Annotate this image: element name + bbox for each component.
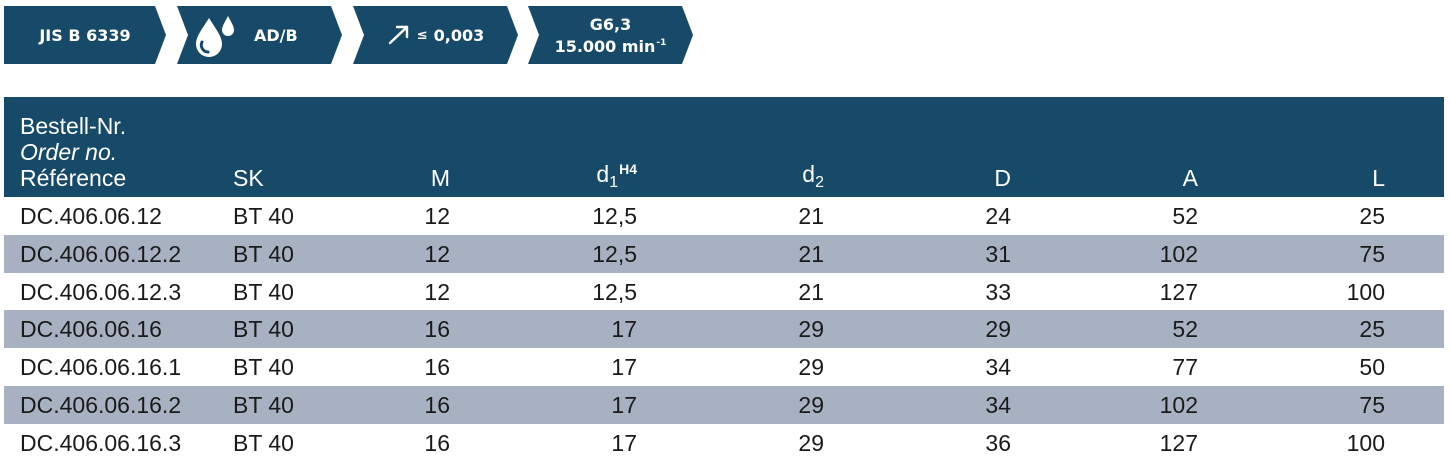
d1-cell: 12,5 xyxy=(592,240,637,267)
standard-badge: JIS B 6339 xyxy=(4,6,166,64)
runout-arrow-icon xyxy=(388,25,408,45)
D-cell: 34 xyxy=(985,391,1011,418)
order-number-cell: DC.406.06.16.2 xyxy=(20,391,182,418)
d2-cell: 29 xyxy=(798,316,824,343)
A-cell: 102 xyxy=(1159,240,1198,267)
table-row: DC.406.06.16.3 BT 40 16 17 29 36 127 100 xyxy=(4,424,1444,462)
runout-badge: ≤ 0,003 xyxy=(353,6,518,64)
A-cell: 77 xyxy=(1172,354,1198,381)
d1-cell: 12,5 xyxy=(592,278,637,305)
sk-header: SK xyxy=(233,165,264,191)
d2-header: d2 xyxy=(802,161,824,191)
m-cell: 12 xyxy=(424,278,450,305)
coolant-badge: AD/B xyxy=(177,6,342,64)
sk-cell: BT 40 xyxy=(233,203,294,229)
d2-cell: 21 xyxy=(798,240,824,267)
order-number-cell: DC.406.06.16.3 xyxy=(20,429,182,456)
A-cell: 102 xyxy=(1159,391,1198,418)
order-table: Bestell-Nr. Order no. Référence SK M d1H… xyxy=(4,97,1444,462)
L-cell: 50 xyxy=(1359,354,1385,381)
sk-cell: BT 40 xyxy=(233,278,294,305)
d1-cell: 17 xyxy=(611,391,637,418)
order-number-cell: DC.406.06.12.2 xyxy=(20,240,182,267)
sk-cell: BT 40 xyxy=(233,391,294,418)
order-number-cell: DC.406.06.16.1 xyxy=(20,354,182,381)
D-cell: 24 xyxy=(985,203,1011,229)
sk-cell: BT 40 xyxy=(233,316,294,343)
m-cell: 12 xyxy=(424,203,450,229)
runout-value: 0,003 xyxy=(433,25,485,45)
L-cell: 100 xyxy=(1346,278,1385,305)
standard-label: JIS B 6339 xyxy=(39,25,131,45)
L-header: L xyxy=(1372,165,1385,191)
d2-cell: 29 xyxy=(798,391,824,418)
m-header: M xyxy=(430,165,450,191)
spec-badges: JIS B 6339 AD/B ≤ 0,003 G6,3 15.000 min-… xyxy=(0,0,720,66)
A-cell: 127 xyxy=(1159,429,1198,456)
m-cell: 12 xyxy=(424,240,450,267)
balance-speed: 15.000 min-1 xyxy=(554,36,667,56)
balance-badge: G6,3 15.000 min-1 xyxy=(528,6,693,64)
coolant-label: AD/B xyxy=(254,25,298,45)
d2-cell: 29 xyxy=(798,429,824,456)
D-header: D xyxy=(994,165,1011,191)
coolant-drops-icon xyxy=(196,16,234,57)
L-cell: 25 xyxy=(1359,203,1385,229)
D-cell: 33 xyxy=(985,278,1011,305)
table-row: DC.406.06.16.1 BT 40 16 17 29 34 77 50 xyxy=(4,348,1444,386)
sk-cell: BT 40 xyxy=(233,429,294,456)
d1-cell: 17 xyxy=(611,429,637,456)
balance-grade: G6,3 xyxy=(589,14,632,34)
d2-cell: 21 xyxy=(798,203,824,229)
D-cell: 29 xyxy=(985,316,1011,343)
sk-cell: BT 40 xyxy=(233,240,294,267)
D-cell: 36 xyxy=(985,429,1011,456)
A-cell: 52 xyxy=(1172,203,1198,229)
L-cell: 75 xyxy=(1359,391,1385,418)
runout-prefix: ≤ xyxy=(416,27,428,43)
A-cell: 127 xyxy=(1159,278,1198,305)
m-cell: 16 xyxy=(424,391,450,418)
order-header-en: Order no. xyxy=(20,139,118,165)
d2-cell: 21 xyxy=(798,278,824,305)
table-row: DC.406.06.12.3 BT 40 12 12,5 21 33 127 1… xyxy=(4,273,1444,311)
m-cell: 16 xyxy=(424,316,450,343)
table-header: Bestell-Nr. Order no. Référence SK M d1H… xyxy=(4,97,1444,197)
D-cell: 34 xyxy=(985,354,1011,381)
table-row: DC.406.06.12.2 BT 40 12 12,5 21 31 102 7… xyxy=(4,234,1444,273)
d1-header: d1H4 xyxy=(596,161,637,191)
table-row: DC.406.06.12 BT 40 12 12,5 21 24 52 25 xyxy=(4,197,1444,235)
d1-cell: 17 xyxy=(611,354,637,381)
order-number-cell: DC.406.06.12 xyxy=(20,203,162,229)
m-cell: 16 xyxy=(424,429,450,456)
d1-cell: 17 xyxy=(611,316,637,343)
d1-cell: 12,5 xyxy=(592,203,637,229)
order-header-de: Bestell-Nr. xyxy=(20,113,127,139)
L-cell: 25 xyxy=(1359,316,1385,343)
d2-cell: 29 xyxy=(798,354,824,381)
sk-cell: BT 40 xyxy=(233,354,294,381)
L-cell: 75 xyxy=(1359,240,1385,267)
order-number-header: Bestell-Nr. Order no. Référence xyxy=(20,113,126,191)
order-number-cell: DC.406.06.12.3 xyxy=(20,278,182,305)
A-header: A xyxy=(1182,165,1198,191)
m-cell: 16 xyxy=(424,354,450,381)
D-cell: 31 xyxy=(985,240,1011,267)
A-cell: 52 xyxy=(1172,316,1198,343)
table-row: DC.406.06.16 BT 40 16 17 29 29 52 25 xyxy=(4,310,1444,349)
order-header-fr: Référence xyxy=(20,165,127,191)
L-cell: 100 xyxy=(1346,429,1385,456)
table-row: DC.406.06.16.2 BT 40 16 17 29 34 102 75 xyxy=(4,385,1444,424)
order-number-cell: DC.406.06.16 xyxy=(20,316,162,343)
